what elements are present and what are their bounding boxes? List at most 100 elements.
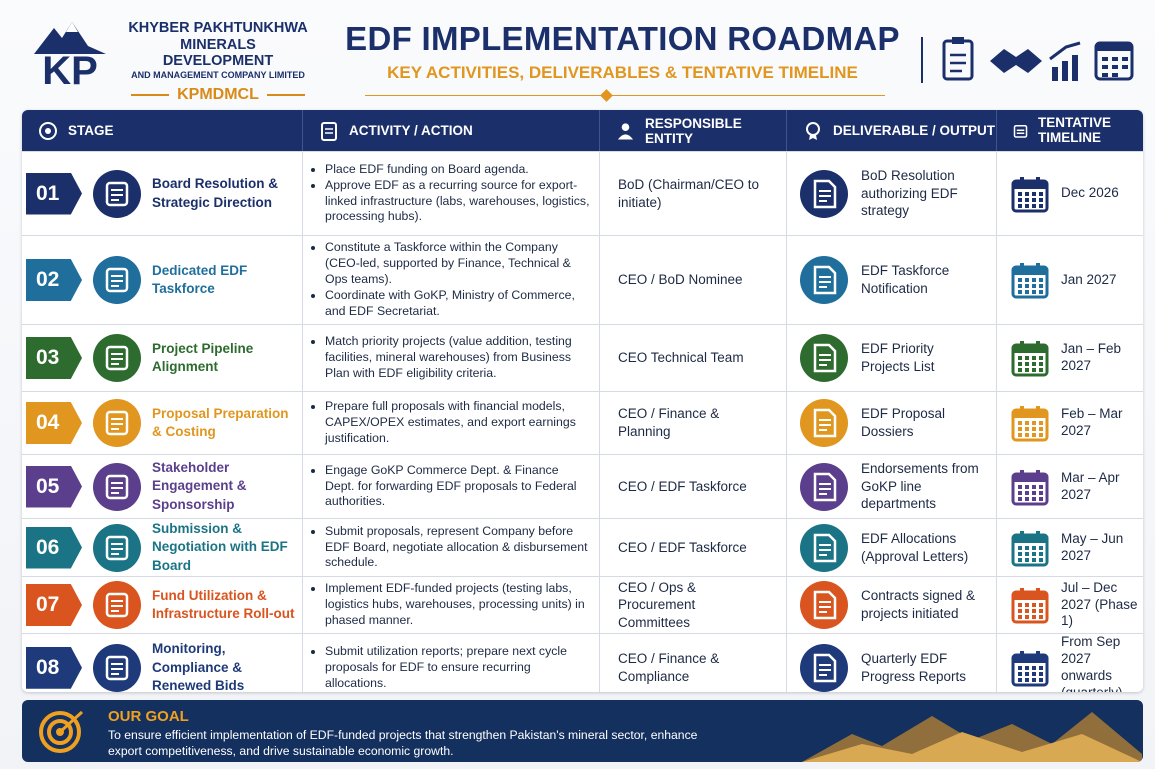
timeline-cell: Jul – Dec 2027 (Phase 1) xyxy=(997,577,1143,633)
entity: CEO / EDF Taskforce xyxy=(618,539,747,555)
goal-text: To ensure efficient implementation of ED… xyxy=(108,728,698,758)
deliverable-cell: Endorsements from GoKP line departments xyxy=(787,455,997,518)
stage-icon xyxy=(93,523,141,572)
divider xyxy=(365,95,885,96)
table-row: 07 Fund Utilization & Infrastructure Roll… xyxy=(22,576,1143,633)
table-row: 06 Submission & Negotiation with EDF Boar… xyxy=(22,518,1143,576)
title: EDF IMPLEMENTATION ROADMAP xyxy=(345,20,900,57)
goal-title: OUR GOAL xyxy=(108,708,189,725)
org-line: KPMDMCL xyxy=(123,86,313,104)
stage-name: Proposal Preparation & Costing xyxy=(152,405,289,439)
table-row: 02 Dedicated EDF Taskforce Constitute a Ta… xyxy=(22,235,1143,324)
timeline-cell: Jan – Feb 2027 xyxy=(997,325,1143,391)
logo-mark: KP xyxy=(42,49,98,92)
deliverable-icon xyxy=(800,334,848,382)
calendar-icon xyxy=(1011,650,1049,687)
activity-item: Coordinate with GoKP, Ministry of Commer… xyxy=(325,288,591,320)
deliverable-icon xyxy=(800,581,848,629)
subtitle: KEY ACTIVITIES, DELIVERABLES & TENTATIVE… xyxy=(387,63,858,82)
deliverable: EDF Allocations (Approval Letters) xyxy=(861,530,969,564)
calendar-icon xyxy=(1011,469,1049,505)
calendar-icon xyxy=(1011,530,1049,566)
stage-number: 06 xyxy=(26,526,82,569)
stage-cell: 02 Dedicated EDF Taskforce xyxy=(22,236,303,324)
deliverable-icon xyxy=(800,462,848,511)
timeline: Jan – Feb 2027 xyxy=(1061,341,1122,373)
activity-list: Constitute a Taskforce within the Compan… xyxy=(309,240,591,320)
stage-number: 01 xyxy=(26,172,82,215)
column-header: ACTIVITY / ACTION xyxy=(303,110,600,151)
activity-list: Submit proposals, represent Company befo… xyxy=(309,524,591,572)
activity-cell: Prepare full proposals with financial mo… xyxy=(303,392,600,454)
deliverable-cell: EDF Priority Projects List xyxy=(787,325,997,391)
calendar-icon xyxy=(1011,341,1049,377)
roadmap-table: STAGE ACTIVITY / ACTION RESPONSIBLE ENTITY… xyxy=(22,110,1143,692)
deliverable-icon xyxy=(800,643,848,692)
timeline: From Sep 2027 onwards (quarterly) xyxy=(1061,634,1123,692)
deliverable-cell: Contracts signed & projects initiated xyxy=(787,577,997,633)
column-header: STAGE xyxy=(22,110,303,151)
table-row: 05 Stakeholder Engagement & Sponsorship En… xyxy=(22,454,1143,518)
activity-cell: Place EDF funding on Board agenda.Approv… xyxy=(303,152,600,235)
table-row: 03 Project Pipeline Alignment Match priori… xyxy=(22,324,1143,391)
org-line: AND MANAGEMENT COMPANY LIMITED xyxy=(131,70,305,81)
column-icon xyxy=(617,122,634,140)
calendar-icon xyxy=(1011,406,1049,442)
activity-list: Implement EDF-funded projects (testing l… xyxy=(309,581,591,629)
stage-cell: 08 Monitoring, Compliance & Renewed Bids xyxy=(22,634,303,692)
table-row: 08 Monitoring, Compliance & Renewed Bids S… xyxy=(22,633,1143,692)
calendar-icon xyxy=(1011,263,1049,299)
column-title: STAGE xyxy=(68,123,114,138)
activity-item: Submit utilization reports; prepare next… xyxy=(325,644,591,692)
column-title: DELIVERABLE / OUTPUT xyxy=(833,123,996,138)
stage-name: Project Pipeline Alignment xyxy=(152,340,254,374)
activity-cell: Submit proposals, represent Company befo… xyxy=(303,519,600,576)
goal-banner: OUR GOAL To ensure efficient implementat… xyxy=(22,700,1143,762)
stage-cell: 07 Fund Utilization & Infrastructure Roll… xyxy=(22,577,303,633)
stage-name: Board Resolution & Strategic Direction xyxy=(152,176,279,210)
deliverable: Endorsements from GoKP line departments xyxy=(861,461,979,512)
activity-item: Approve EDF as a recurring source for ex… xyxy=(325,178,591,226)
stage-icon xyxy=(93,581,141,629)
stage-icon xyxy=(93,399,141,447)
calendar-icon xyxy=(1011,588,1049,624)
deliverable-cell: EDF Allocations (Approval Letters) xyxy=(787,519,997,576)
activity-list: Engage GoKP Commerce Dept. & Finance Dep… xyxy=(309,463,591,511)
stage-cell: 05 Stakeholder Engagement & Sponsorship xyxy=(22,455,303,518)
stage-number: 04 xyxy=(26,402,82,444)
stage-name: Stakeholder Engagement & Sponsorship xyxy=(152,460,247,512)
calendar-icon xyxy=(1011,176,1049,212)
table-row: 04 Proposal Preparation & Costing Prepare … xyxy=(22,391,1143,454)
column-header: TENTATIVE TIMELINE xyxy=(997,110,1143,151)
stage-icon xyxy=(93,462,141,511)
org-name: KHYBER PAKHTUNKHWA MINERALS DEVELOPMENT AN… xyxy=(123,20,313,105)
stage-icon xyxy=(93,169,141,218)
entity: CEO / Ops & Procurement Committees xyxy=(618,579,697,630)
timeline: Feb – Mar 2027 xyxy=(1061,406,1123,438)
divider-diamond xyxy=(600,89,613,102)
stage-name: Monitoring, Compliance & Renewed Bids xyxy=(152,641,245,692)
org-line: MINERALS DEVELOPMENT xyxy=(162,36,274,70)
deliverable-cell: EDF Taskforce Notification xyxy=(787,236,997,324)
deliverable: BoD Resolution authorizing EDF strategy xyxy=(861,168,958,219)
stage-icon xyxy=(93,256,141,304)
column-icon xyxy=(321,121,337,141)
column-icon xyxy=(39,121,57,140)
goal-icon xyxy=(39,710,84,753)
timeline-cell: Mar – Apr 2027 xyxy=(997,455,1143,518)
entity: BoD (Chairman/CEO to initiate) xyxy=(618,176,760,210)
activity-cell: Implement EDF-funded projects (testing l… xyxy=(303,577,600,633)
entity-cell: CEO Technical Team xyxy=(600,325,787,391)
entity-cell: CEO / BoD Nominee xyxy=(600,236,787,324)
timeline: May – Jun 2027 xyxy=(1061,530,1124,563)
stage-number: 05 xyxy=(26,465,82,508)
column-title: RESPONSIBLE ENTITY xyxy=(644,115,742,146)
entity: CEO / Finance & Planning xyxy=(618,406,720,439)
deliverable-icon xyxy=(800,256,848,304)
column-icon xyxy=(1013,124,1028,138)
stage-cell: 06 Submission & Negotiation with EDF Boar… xyxy=(22,519,303,576)
activity-cell: Constitute a Taskforce within the Compan… xyxy=(303,236,600,324)
stage-cell: 01 Board Resolution & Strategic Direction xyxy=(22,152,303,235)
deliverable: Contracts signed & projects initiated xyxy=(861,588,976,621)
